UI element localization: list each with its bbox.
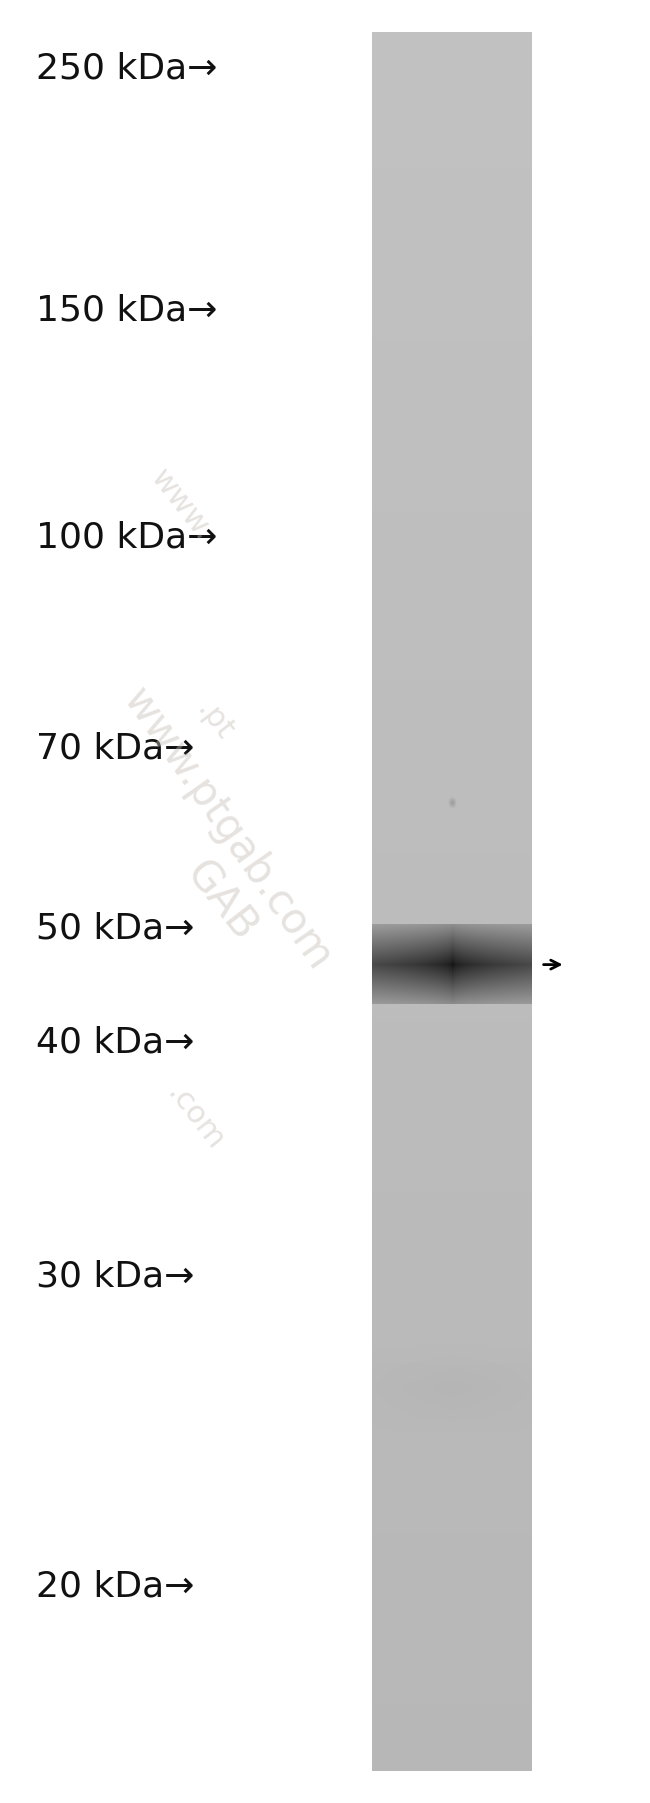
Text: .pt: .pt — [190, 696, 239, 746]
Text: 30 kDa→: 30 kDa→ — [36, 1260, 194, 1293]
Text: 70 kDa→: 70 kDa→ — [36, 732, 194, 764]
Text: 20 kDa→: 20 kDa→ — [36, 1570, 194, 1603]
Text: 50 kDa→: 50 kDa→ — [36, 912, 194, 945]
Text: 150 kDa→: 150 kDa→ — [36, 294, 217, 326]
Text: 250 kDa→: 250 kDa→ — [36, 52, 217, 85]
Text: .com: .com — [161, 1080, 229, 1156]
Text: www.ptgab.com: www.ptgab.com — [114, 680, 341, 979]
Text: GAB: GAB — [177, 853, 265, 950]
Text: 100 kDa→: 100 kDa→ — [36, 521, 217, 554]
Text: www.: www. — [146, 463, 218, 546]
Text: 40 kDa→: 40 kDa→ — [36, 1026, 194, 1058]
